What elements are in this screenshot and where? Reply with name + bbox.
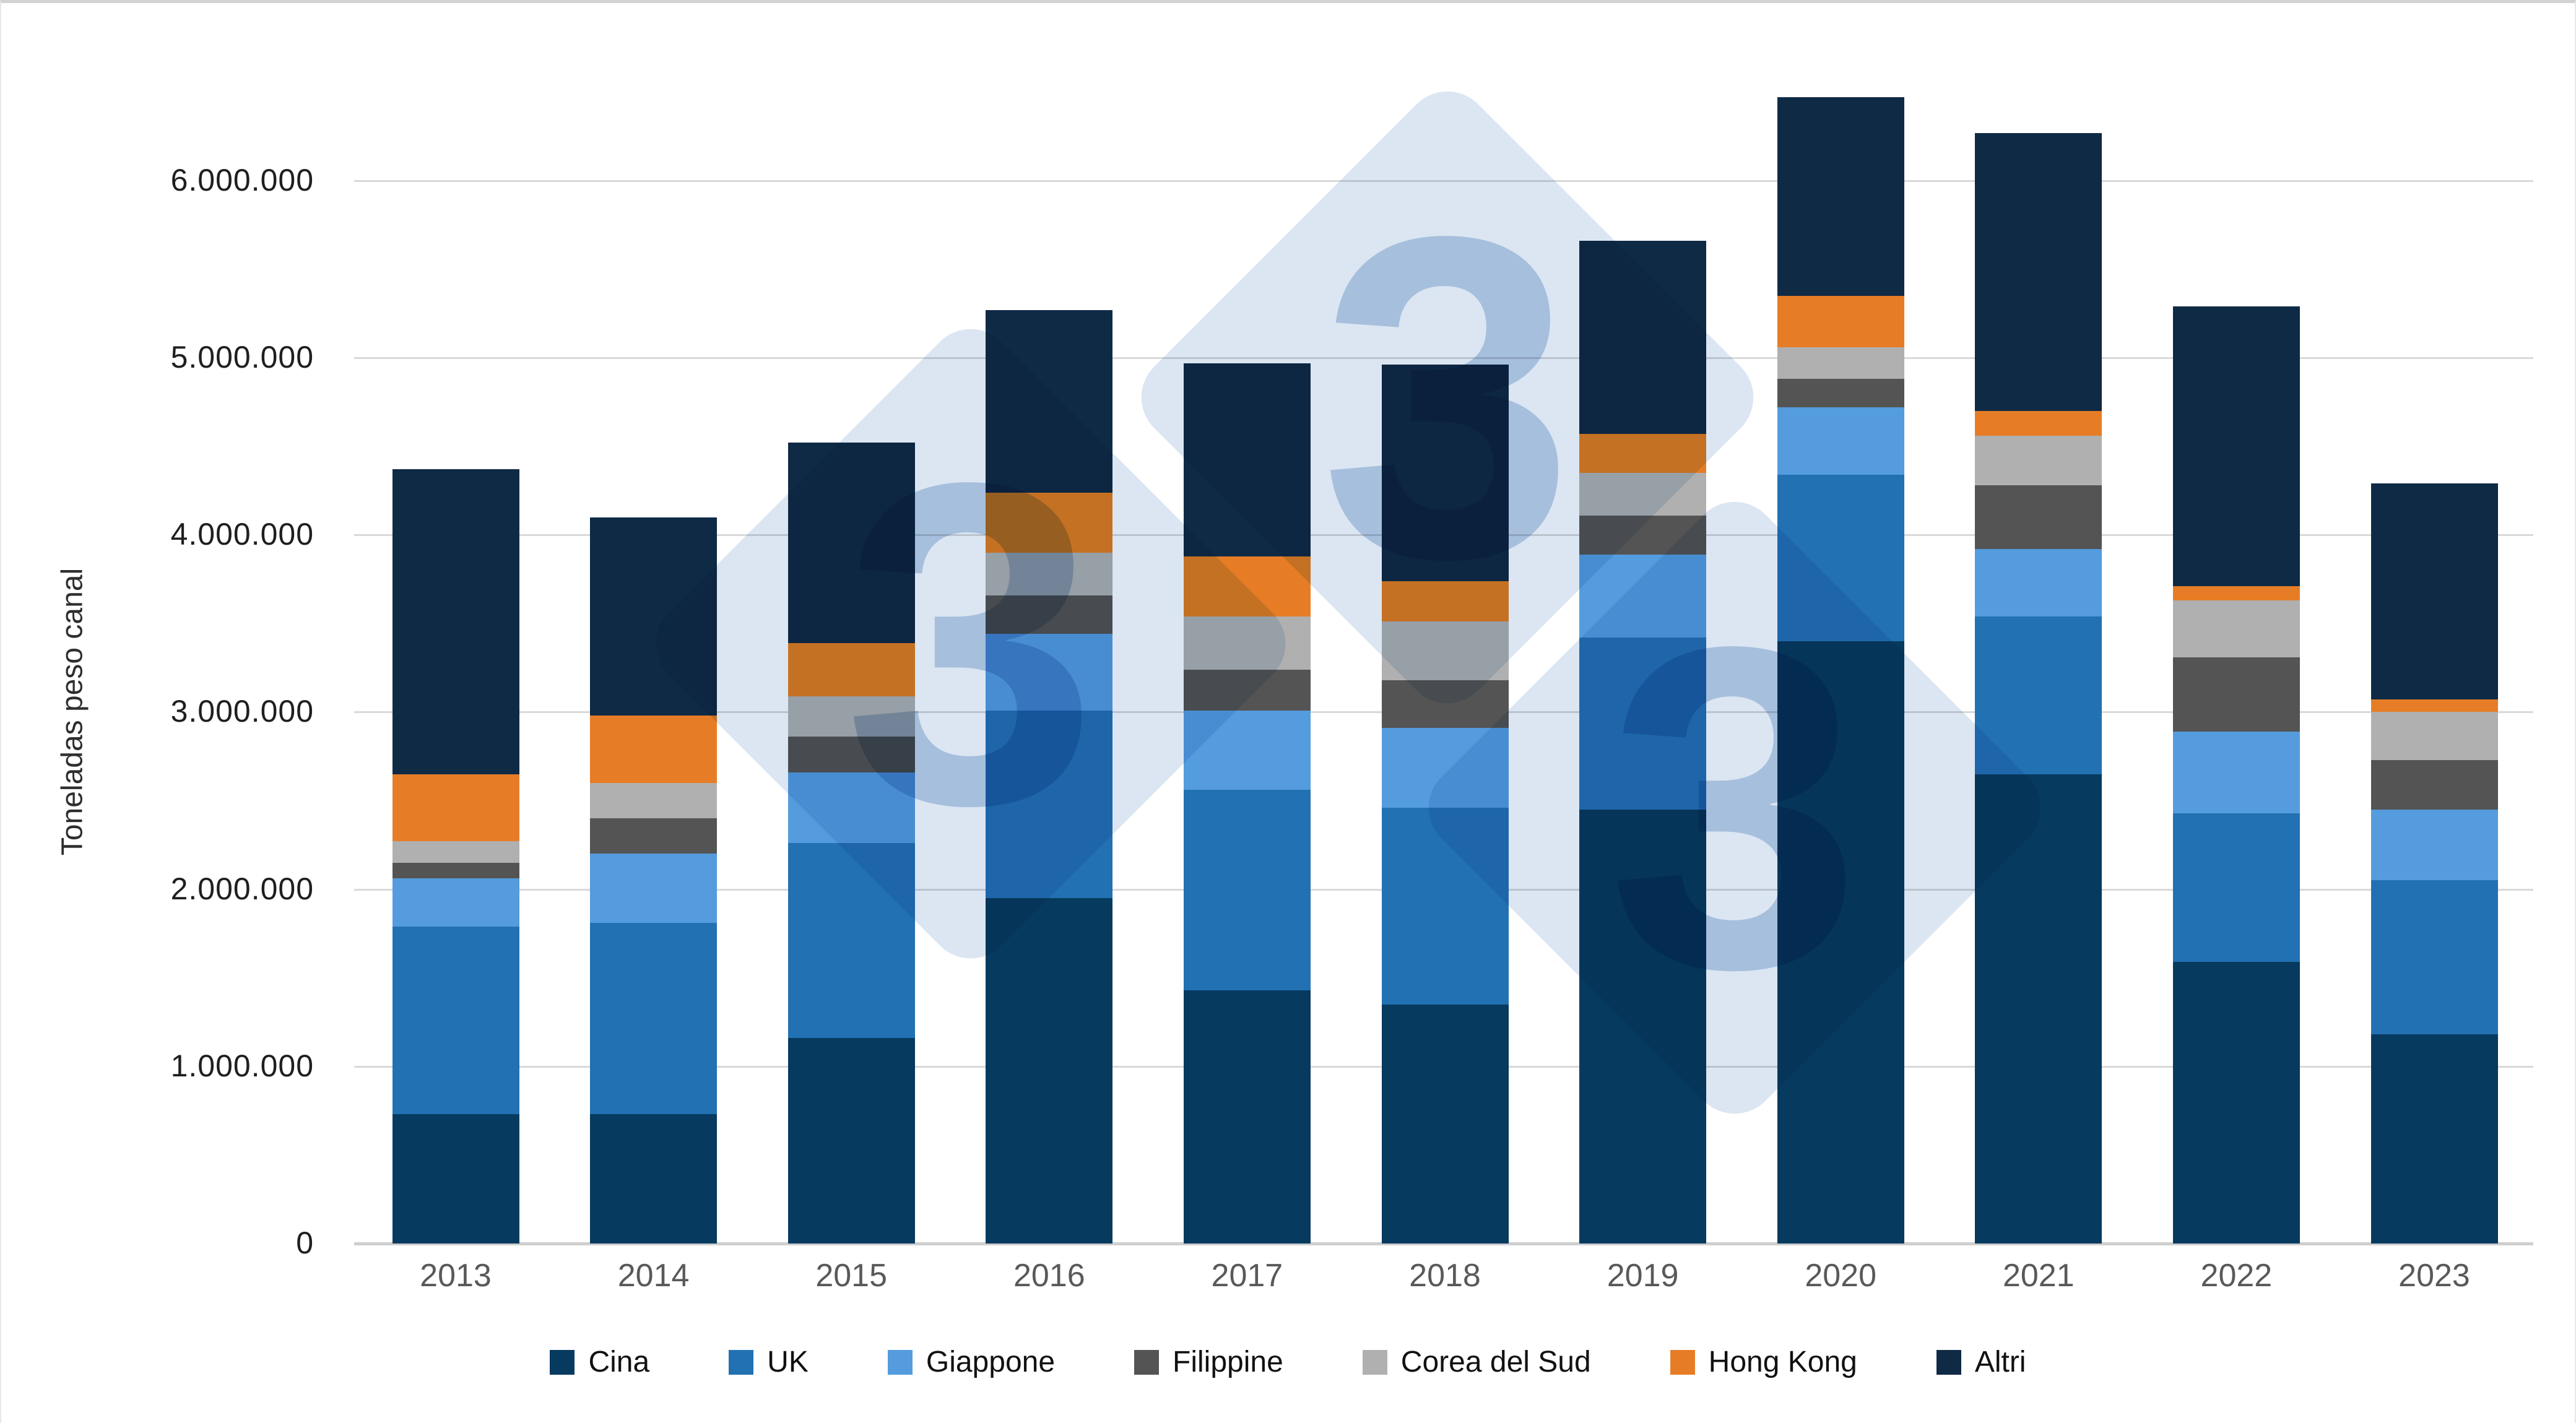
x-axis-label-2019: 2019 bbox=[1607, 1258, 1679, 1294]
bar-segment-filippine-2014[interactable] bbox=[590, 818, 718, 854]
bar-segment-altri-2021[interactable] bbox=[1975, 132, 2102, 411]
bar-segment-hong-kong-2014[interactable] bbox=[590, 716, 718, 783]
bar-segment-hong-kong-2021[interactable] bbox=[1975, 410, 2102, 436]
bar-segment-filippine-2020[interactable] bbox=[1777, 379, 1904, 408]
bar-segment-uk-2013[interactable] bbox=[392, 926, 519, 1115]
legend-swatch-icon bbox=[887, 1349, 913, 1375]
bar-segment-cina-2013[interactable] bbox=[392, 1114, 519, 1244]
bar-segment-uk-2017[interactable] bbox=[1183, 790, 1311, 990]
y-axis-tick-label: 5.000.000 bbox=[170, 340, 314, 374]
bar-segment-giappone-2023[interactable] bbox=[2370, 809, 2498, 881]
y-axis-title: Toneladas peso canal bbox=[56, 568, 89, 856]
bar-segment-altri-2013[interactable] bbox=[392, 469, 519, 774]
x-axis-label-2022: 2022 bbox=[2200, 1258, 2273, 1294]
y-axis-tick-label: 3.000.000 bbox=[170, 694, 314, 729]
bar-segment-cina-2015[interactable] bbox=[787, 1038, 915, 1244]
legend-label: Hong Kong bbox=[1708, 1346, 1857, 1378]
y-axis-tick-label: 4.000.000 bbox=[170, 517, 314, 552]
bar-segment-uk-2023[interactable] bbox=[2370, 880, 2498, 1035]
x-axis-label-2021: 2021 bbox=[2002, 1258, 2075, 1294]
bar-segment-filippine-2021[interactable] bbox=[1975, 485, 2102, 550]
legend-label: UK bbox=[767, 1346, 809, 1378]
bar-segment-altri-2022[interactable] bbox=[2172, 306, 2300, 587]
legend-item-giappone[interactable]: Giappone bbox=[887, 1345, 1056, 1379]
y-axis-tick-label: 1.000.000 bbox=[170, 1048, 314, 1083]
bar-segment-giappone-2022[interactable] bbox=[2172, 731, 2300, 813]
legend-swatch-icon bbox=[550, 1349, 575, 1375]
watermark-digit-3: 3 bbox=[1320, 141, 1575, 653]
legend-item-hong-kong[interactable]: Hong Kong bbox=[1670, 1345, 1857, 1379]
bar-segment-cina-2016[interactable] bbox=[986, 897, 1113, 1244]
bar-segment-cina-2023[interactable] bbox=[2370, 1034, 2498, 1244]
legend-item-corea-del-sud[interactable]: Corea del Sud bbox=[1362, 1345, 1591, 1379]
legend-item-cina[interactable]: Cina bbox=[550, 1345, 649, 1379]
legend-item-uk[interactable]: UK bbox=[729, 1345, 809, 1379]
x-axis-label-2014: 2014 bbox=[617, 1258, 690, 1294]
bar-segment-corea-del-sud-2021[interactable] bbox=[1975, 435, 2102, 486]
watermark-digit-3: 3 bbox=[843, 387, 1098, 899]
y-axis-tick-label: 0 bbox=[296, 1226, 314, 1260]
legend-item-altri[interactable]: Altri bbox=[1936, 1345, 2026, 1379]
legend-label: Altri bbox=[1974, 1346, 2026, 1378]
legend-swatch-icon bbox=[1936, 1349, 1961, 1375]
bar-segment-filippine-2013[interactable] bbox=[392, 862, 519, 879]
bar-segment-hong-kong-2022[interactable] bbox=[2172, 586, 2300, 601]
bar-segment-cina-2014[interactable] bbox=[590, 1114, 718, 1244]
chart-legend: Cina UK Giappone Filippine Corea del Sud Hong… bbox=[1, 1345, 2575, 1379]
bar-segment-cina-2018[interactable] bbox=[1381, 1004, 1509, 1244]
x-axis-label-2018: 2018 bbox=[1409, 1258, 1481, 1294]
legend-label: Giappone bbox=[926, 1346, 1056, 1378]
bar-segment-filippine-2022[interactable] bbox=[2172, 657, 2300, 732]
bar-segment-corea-del-sud-2013[interactable] bbox=[392, 841, 519, 863]
bar-segment-corea-del-sud-2022[interactable] bbox=[2172, 600, 2300, 657]
bar-segment-corea-del-sud-2020[interactable] bbox=[1777, 347, 1904, 379]
x-axis-label-2023: 2023 bbox=[2398, 1258, 2470, 1294]
bar-segment-corea-del-sud-2023[interactable] bbox=[2370, 712, 2498, 760]
watermark-digit-3: 3 bbox=[1607, 551, 1862, 1063]
bar-segment-giappone-2014[interactable] bbox=[590, 854, 718, 923]
x-axis-label-2015: 2015 bbox=[815, 1258, 888, 1294]
bar-segment-hong-kong-2013[interactable] bbox=[392, 774, 519, 842]
bar-segment-giappone-2021[interactable] bbox=[1975, 549, 2102, 616]
x-axis-label-2013: 2013 bbox=[420, 1258, 492, 1294]
legend-item-filippine[interactable]: Filippine bbox=[1134, 1345, 1283, 1379]
bar-segment-cina-2022[interactable] bbox=[2172, 961, 2300, 1244]
bar-segment-corea-del-sud-2014[interactable] bbox=[590, 782, 718, 819]
bar-segment-altri-2020[interactable] bbox=[1777, 97, 1904, 296]
bar-segment-cina-2017[interactable] bbox=[1183, 990, 1311, 1244]
bar-segment-altri-2023[interactable] bbox=[2370, 483, 2498, 700]
legend-swatch-icon bbox=[1670, 1349, 1695, 1375]
x-axis-label-2016: 2016 bbox=[1013, 1258, 1085, 1294]
bar-segment-filippine-2023[interactable] bbox=[2370, 759, 2498, 810]
x-axis-label-2017: 2017 bbox=[1211, 1258, 1283, 1294]
y-axis-tick-label: 6.000.000 bbox=[170, 162, 314, 197]
bar-segment-hong-kong-2023[interactable] bbox=[2370, 699, 2498, 712]
bar-segment-giappone-2020[interactable] bbox=[1777, 407, 1904, 475]
bar-segment-hong-kong-2020[interactable] bbox=[1777, 295, 1904, 347]
legend-swatch-icon bbox=[1362, 1349, 1387, 1375]
legend-label: Cina bbox=[588, 1346, 650, 1378]
x-axis-line bbox=[354, 1242, 2533, 1245]
bar-segment-uk-2014[interactable] bbox=[590, 922, 718, 1115]
x-axis-label-2020: 2020 bbox=[1805, 1258, 1877, 1294]
legend-swatch-icon bbox=[729, 1349, 754, 1375]
bar-segment-giappone-2013[interactable] bbox=[392, 878, 519, 927]
y-axis-tick-label: 2.000.000 bbox=[170, 871, 314, 906]
legend-label: Corea del Sud bbox=[1400, 1346, 1591, 1378]
legend-swatch-icon bbox=[1134, 1349, 1160, 1375]
legend-label: Filippine bbox=[1173, 1346, 1283, 1378]
bar-segment-uk-2022[interactable] bbox=[2172, 813, 2300, 962]
